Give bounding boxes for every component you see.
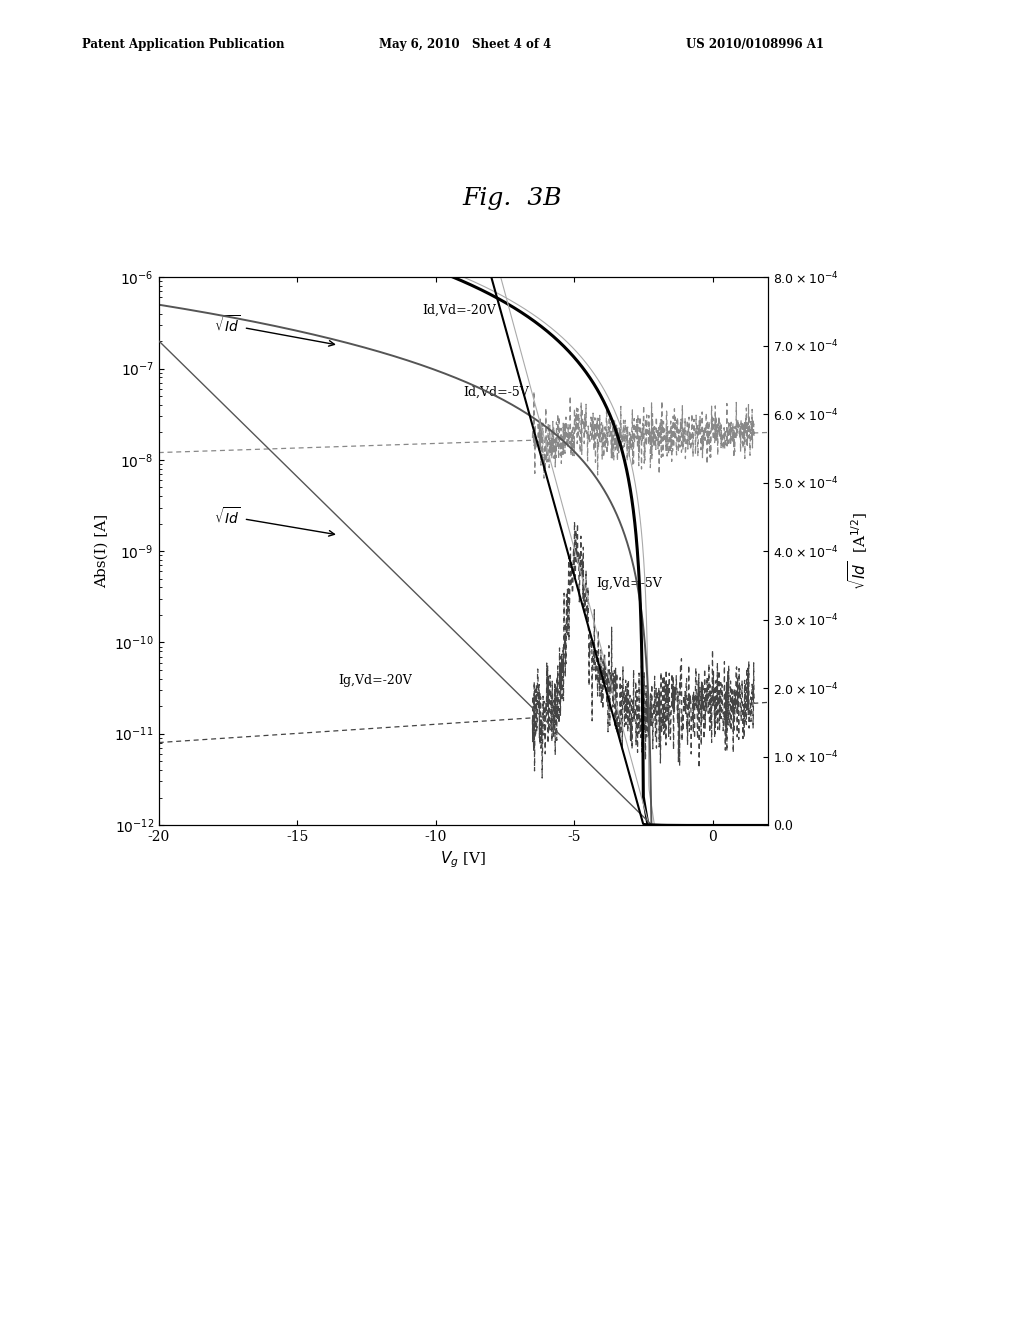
Text: Ig,Vd=-20V: Ig,Vd=-20V — [339, 675, 413, 686]
X-axis label: $V_g$ [V]: $V_g$ [V] — [440, 849, 486, 870]
Text: $\sqrt{Id}$: $\sqrt{Id}$ — [214, 314, 335, 346]
Y-axis label: $\sqrt{Id}$  [A$^{1/2}$]: $\sqrt{Id}$ [A$^{1/2}$] — [847, 512, 870, 590]
Text: US 2010/0108996 A1: US 2010/0108996 A1 — [686, 37, 824, 50]
Text: $\sqrt{Id}$: $\sqrt{Id}$ — [214, 506, 335, 536]
Text: May 6, 2010   Sheet 4 of 4: May 6, 2010 Sheet 4 of 4 — [379, 37, 551, 50]
Y-axis label: Abs(I) [A]: Abs(I) [A] — [94, 513, 109, 589]
Text: Id,Vd=-5V: Id,Vd=-5V — [463, 385, 529, 399]
Text: Id,Vd=-20V: Id,Vd=-20V — [422, 304, 496, 317]
Text: Patent Application Publication: Patent Application Publication — [82, 37, 285, 50]
Text: Ig,Vd=-5V: Ig,Vd=-5V — [596, 577, 663, 590]
Text: Fig.  3B: Fig. 3B — [462, 186, 562, 210]
